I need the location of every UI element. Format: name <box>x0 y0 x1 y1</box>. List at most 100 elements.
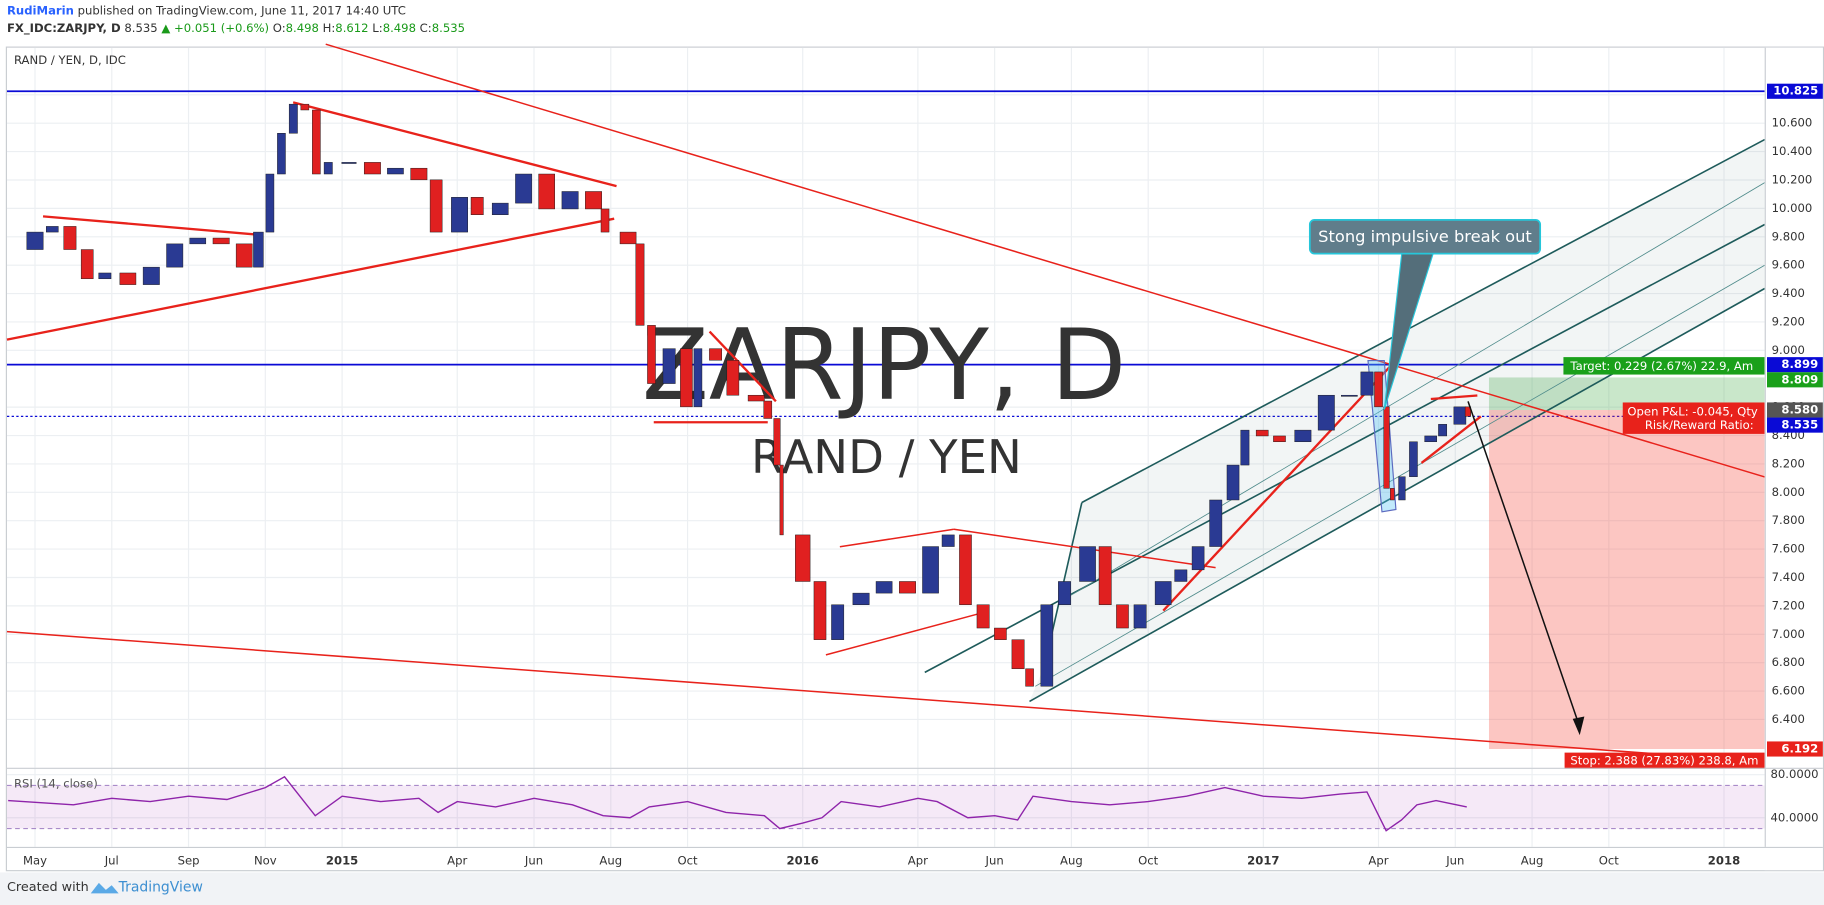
price-label-box <box>1767 357 1823 373</box>
y-tick-label: 8.200 <box>1772 456 1805 470</box>
candle <box>994 627 1007 640</box>
x-tick-label: Aug <box>599 853 622 867</box>
x-tick-label: Jun <box>1445 853 1464 867</box>
axes: May Jul Sep Nov 2015 Apr Jun Aug Oct 2016 Apr Jun Au… <box>23 83 1823 867</box>
footer <box>0 872 1824 905</box>
trend-line <box>42 215 262 237</box>
rsi-title: RSI (14, close) <box>14 777 98 791</box>
candle <box>922 546 939 594</box>
candle <box>1040 604 1054 687</box>
c-label: C: <box>420 20 432 34</box>
stop-zone <box>1488 409 1765 749</box>
candle <box>491 202 509 215</box>
channel-line <box>1081 138 1766 504</box>
candle <box>80 249 94 280</box>
y-tick-label: 10.000 <box>1772 201 1813 215</box>
price-axis <box>1764 47 1823 871</box>
candle <box>959 534 972 605</box>
trend-line <box>708 330 777 403</box>
h-label: H: <box>323 20 336 34</box>
candle <box>1360 371 1374 396</box>
candle <box>387 167 404 175</box>
footer-created: Created with <box>7 880 89 895</box>
candle <box>1133 604 1147 629</box>
watermark-subtitle: RAND / YEN <box>751 430 1022 484</box>
candle <box>680 348 693 408</box>
candle <box>26 231 44 250</box>
candle <box>1294 429 1312 443</box>
x-tick-label: 2016 <box>787 853 819 867</box>
candle <box>779 464 784 536</box>
candle <box>410 167 428 181</box>
candle <box>1453 406 1467 425</box>
y-tick-label: 7.600 <box>1772 542 1805 556</box>
x-tick-label: Apr <box>1368 853 1388 867</box>
y-tick-label: 9.600 <box>1772 258 1805 272</box>
callout-text: Stong impulsive break out <box>1318 227 1532 246</box>
candle <box>561 191 579 210</box>
candle <box>265 173 275 233</box>
price-label-box <box>1767 417 1823 433</box>
x-tick-label: Aug <box>1521 853 1544 867</box>
price-label: 8.809 <box>1781 372 1818 386</box>
rsi-band <box>6 785 1765 829</box>
y-tick-label: 10.200 <box>1772 172 1813 186</box>
candle <box>1341 394 1358 397</box>
price-label: 10.825 <box>1773 84 1818 98</box>
price-label-box <box>1767 372 1823 388</box>
price-label-box <box>1767 402 1823 418</box>
y-tick-label: 8.000 <box>1772 485 1805 499</box>
candle <box>763 400 773 419</box>
close: 8.535 <box>432 20 465 34</box>
y-tick-label: 9.000 <box>1772 343 1805 357</box>
price-label: 8.899 <box>1781 357 1818 371</box>
candle <box>1011 639 1025 670</box>
y-tick-label: 7.800 <box>1772 513 1805 527</box>
rsi-tick-label: 80.0000 <box>1770 767 1818 781</box>
candle <box>1191 546 1205 571</box>
candle <box>709 348 722 361</box>
candle <box>831 604 845 640</box>
rsi-line <box>8 775 1467 832</box>
candle <box>323 162 333 175</box>
candle <box>363 162 381 175</box>
candle <box>1058 581 1071 605</box>
candle <box>875 581 893 594</box>
candle <box>619 231 637 245</box>
x-tick-label: Jun <box>524 853 543 867</box>
footer-logo <box>90 882 119 894</box>
x-tick-label: 2015 <box>326 853 358 867</box>
pnl-label-box <box>1622 402 1765 434</box>
candle <box>773 418 781 466</box>
candle <box>1255 429 1269 437</box>
candle <box>1209 499 1223 547</box>
candle <box>899 581 916 594</box>
candle <box>142 266 160 285</box>
x-tick-label: May <box>23 853 47 867</box>
candle <box>976 604 990 629</box>
overlay: Stong impulsive break out Target: 0.229 … <box>1308 218 1765 769</box>
y-tick-label: 6.600 <box>1772 684 1805 698</box>
x-tick-label: Apr <box>908 853 928 867</box>
price-label: 8.580 <box>1781 402 1818 416</box>
price-label: 6.192 <box>1781 741 1818 755</box>
x-tick-label: Jul <box>104 853 119 867</box>
arrow-head <box>1572 716 1585 736</box>
candle <box>235 243 253 268</box>
trend-line <box>6 217 615 341</box>
x-tick-label: Nov <box>254 853 277 867</box>
candle <box>277 133 286 175</box>
candle <box>726 360 740 396</box>
open: 8.498 <box>286 20 319 34</box>
candle <box>1438 424 1448 437</box>
watermark: ZARJPY, D <box>642 309 1126 423</box>
target-label-box <box>1563 357 1765 375</box>
y-tick-label: 9.200 <box>1772 314 1805 328</box>
stop-label-box <box>1564 752 1765 769</box>
candle <box>515 173 533 204</box>
candle <box>538 173 555 210</box>
candle <box>1240 429 1250 466</box>
trend-line <box>1420 415 1482 464</box>
candle <box>635 243 645 326</box>
